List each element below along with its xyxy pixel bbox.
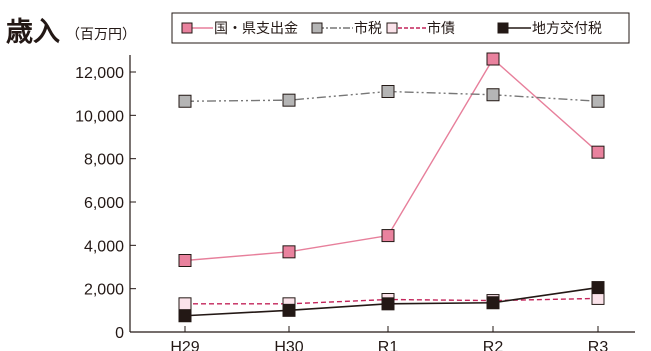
data-point-series-2: [282, 93, 296, 107]
data-point-series-2: [591, 94, 605, 108]
legend-label-1: 国・県支出金: [214, 21, 298, 37]
data-point-series-1: [381, 229, 395, 243]
data-point-series-2: [381, 85, 395, 98]
data-point-series-4: [178, 309, 192, 323]
data-point-series-3: [591, 291, 605, 305]
data-point-series-1: [178, 254, 192, 267]
x-tick-label: H29: [170, 339, 199, 351]
y-tick-label: 0: [115, 325, 124, 342]
axes: 0 2,000 4,000 6,000 8,000 10,000 12,000 H29 H30 R…: [75, 55, 635, 351]
legend-label-2: 市税: [354, 20, 382, 37]
x-tick-label: R3: [588, 339, 609, 351]
chart-title: 歳入: [6, 17, 60, 48]
data-point-series-2: [178, 94, 192, 108]
data-point-series-4: [381, 297, 395, 311]
legend-label-4: 地方交付税: [532, 20, 602, 37]
chart-unit: （百万円）: [66, 27, 136, 43]
y-tick-label: 8,000: [84, 152, 124, 169]
data-point-series-4: [486, 296, 500, 310]
y-tick-label: 4,000: [84, 238, 124, 255]
series-markers: [178, 52, 605, 323]
legend-marker-3: [386, 22, 398, 34]
data-point-series-1: [591, 145, 605, 159]
y-tick-label: 10,000: [75, 108, 124, 125]
legend-marker-4: [497, 22, 509, 34]
data-point-series-1: [282, 245, 296, 259]
legend-label-3: 市債: [427, 20, 455, 37]
x-tick-label: R2: [483, 339, 504, 351]
y-tick-label: 2,000: [84, 282, 124, 299]
y-tick-label: 12,000: [75, 65, 124, 82]
legend-marker-1: [181, 22, 193, 34]
data-point-series-4: [282, 303, 296, 317]
data-point-series-3: [178, 297, 192, 311]
legend: 国・県支出金 市税 市債 地方交付税: [171, 12, 630, 44]
data-point-series-2: [486, 88, 500, 102]
data-point-series-4: [591, 281, 605, 295]
legend-marker-2: [311, 22, 323, 34]
x-tick-label: H30: [274, 339, 303, 351]
y-tick-label: 6,000: [84, 195, 124, 212]
data-point-series-1: [486, 52, 500, 66]
x-tick-label: R1: [378, 339, 399, 351]
